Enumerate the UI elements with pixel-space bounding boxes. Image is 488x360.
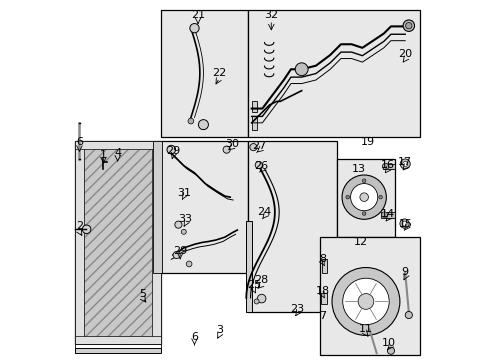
Bar [152, 141, 160, 344]
Text: 32: 32 [264, 10, 278, 20]
Circle shape [173, 251, 180, 258]
Bar [251, 102, 257, 112]
Bar [75, 141, 160, 149]
Circle shape [402, 161, 407, 166]
Text: 26: 26 [254, 161, 268, 171]
Text: 17: 17 [397, 157, 411, 167]
Circle shape [345, 195, 349, 199]
Circle shape [341, 175, 386, 219]
Circle shape [402, 20, 414, 31]
Text: 6: 6 [76, 138, 83, 148]
Bar [337, 158, 394, 237]
Circle shape [400, 159, 409, 169]
Bar [247, 141, 337, 312]
Text: 29: 29 [165, 147, 180, 157]
Text: 10: 10 [382, 338, 395, 348]
Bar [321, 293, 326, 304]
Circle shape [186, 261, 192, 267]
Text: 8: 8 [319, 253, 326, 264]
Circle shape [378, 195, 382, 199]
Circle shape [401, 221, 406, 226]
Text: 18: 18 [315, 286, 329, 296]
Bar [245, 221, 251, 312]
Circle shape [399, 219, 408, 228]
Text: 7: 7 [319, 311, 326, 321]
Circle shape [342, 278, 388, 325]
Circle shape [362, 179, 365, 183]
Text: 13: 13 [351, 163, 365, 174]
Bar [152, 141, 162, 273]
Circle shape [223, 146, 230, 153]
Circle shape [249, 144, 257, 151]
Circle shape [405, 311, 411, 319]
Text: 24: 24 [257, 207, 271, 217]
Circle shape [381, 212, 386, 217]
Text: 6: 6 [191, 332, 198, 342]
Text: 1: 1 [100, 150, 107, 160]
Bar [321, 258, 326, 273]
Circle shape [386, 347, 394, 354]
Bar [75, 344, 160, 348]
Bar [247, 10, 419, 137]
Bar [251, 116, 257, 130]
Text: 31: 31 [176, 188, 190, 198]
Text: 16: 16 [380, 160, 394, 170]
Circle shape [181, 229, 186, 234]
Circle shape [189, 23, 199, 33]
Circle shape [198, 120, 208, 130]
Text: 3: 3 [216, 325, 223, 335]
Circle shape [175, 221, 182, 228]
Text: 29: 29 [173, 247, 187, 256]
Bar [382, 164, 394, 169]
Text: 20: 20 [397, 49, 411, 59]
Text: 12: 12 [353, 237, 367, 247]
Circle shape [357, 294, 373, 309]
Text: 4: 4 [114, 148, 121, 158]
Circle shape [382, 163, 388, 170]
Text: 33: 33 [178, 214, 192, 224]
Circle shape [255, 161, 262, 168]
Bar [75, 141, 84, 344]
Text: 15: 15 [398, 219, 412, 229]
Bar [160, 141, 247, 273]
Circle shape [166, 145, 175, 154]
Text: 21: 21 [191, 10, 204, 20]
Circle shape [82, 225, 91, 234]
Circle shape [254, 299, 259, 304]
Circle shape [295, 63, 307, 76]
Bar [380, 212, 394, 217]
Text: 2: 2 [76, 221, 83, 231]
Bar [83, 144, 153, 339]
Circle shape [359, 193, 367, 202]
Bar [75, 348, 160, 353]
Text: 25: 25 [246, 280, 261, 291]
Circle shape [188, 118, 193, 124]
Circle shape [350, 184, 377, 211]
Circle shape [405, 22, 411, 29]
Text: 27: 27 [251, 141, 265, 151]
Text: 22: 22 [212, 68, 226, 78]
Bar [75, 141, 160, 344]
Text: 5: 5 [139, 289, 146, 298]
Text: 19: 19 [360, 138, 374, 148]
Circle shape [362, 212, 365, 215]
Bar [319, 237, 419, 355]
Circle shape [257, 294, 265, 303]
Text: 28: 28 [254, 275, 268, 285]
Bar [160, 10, 247, 137]
Text: 14: 14 [380, 209, 394, 219]
Bar [75, 337, 160, 344]
Text: 23: 23 [290, 303, 304, 314]
Text: 30: 30 [224, 139, 239, 149]
Text: 11: 11 [358, 324, 372, 334]
Text: 9: 9 [401, 267, 408, 277]
Circle shape [331, 267, 399, 336]
